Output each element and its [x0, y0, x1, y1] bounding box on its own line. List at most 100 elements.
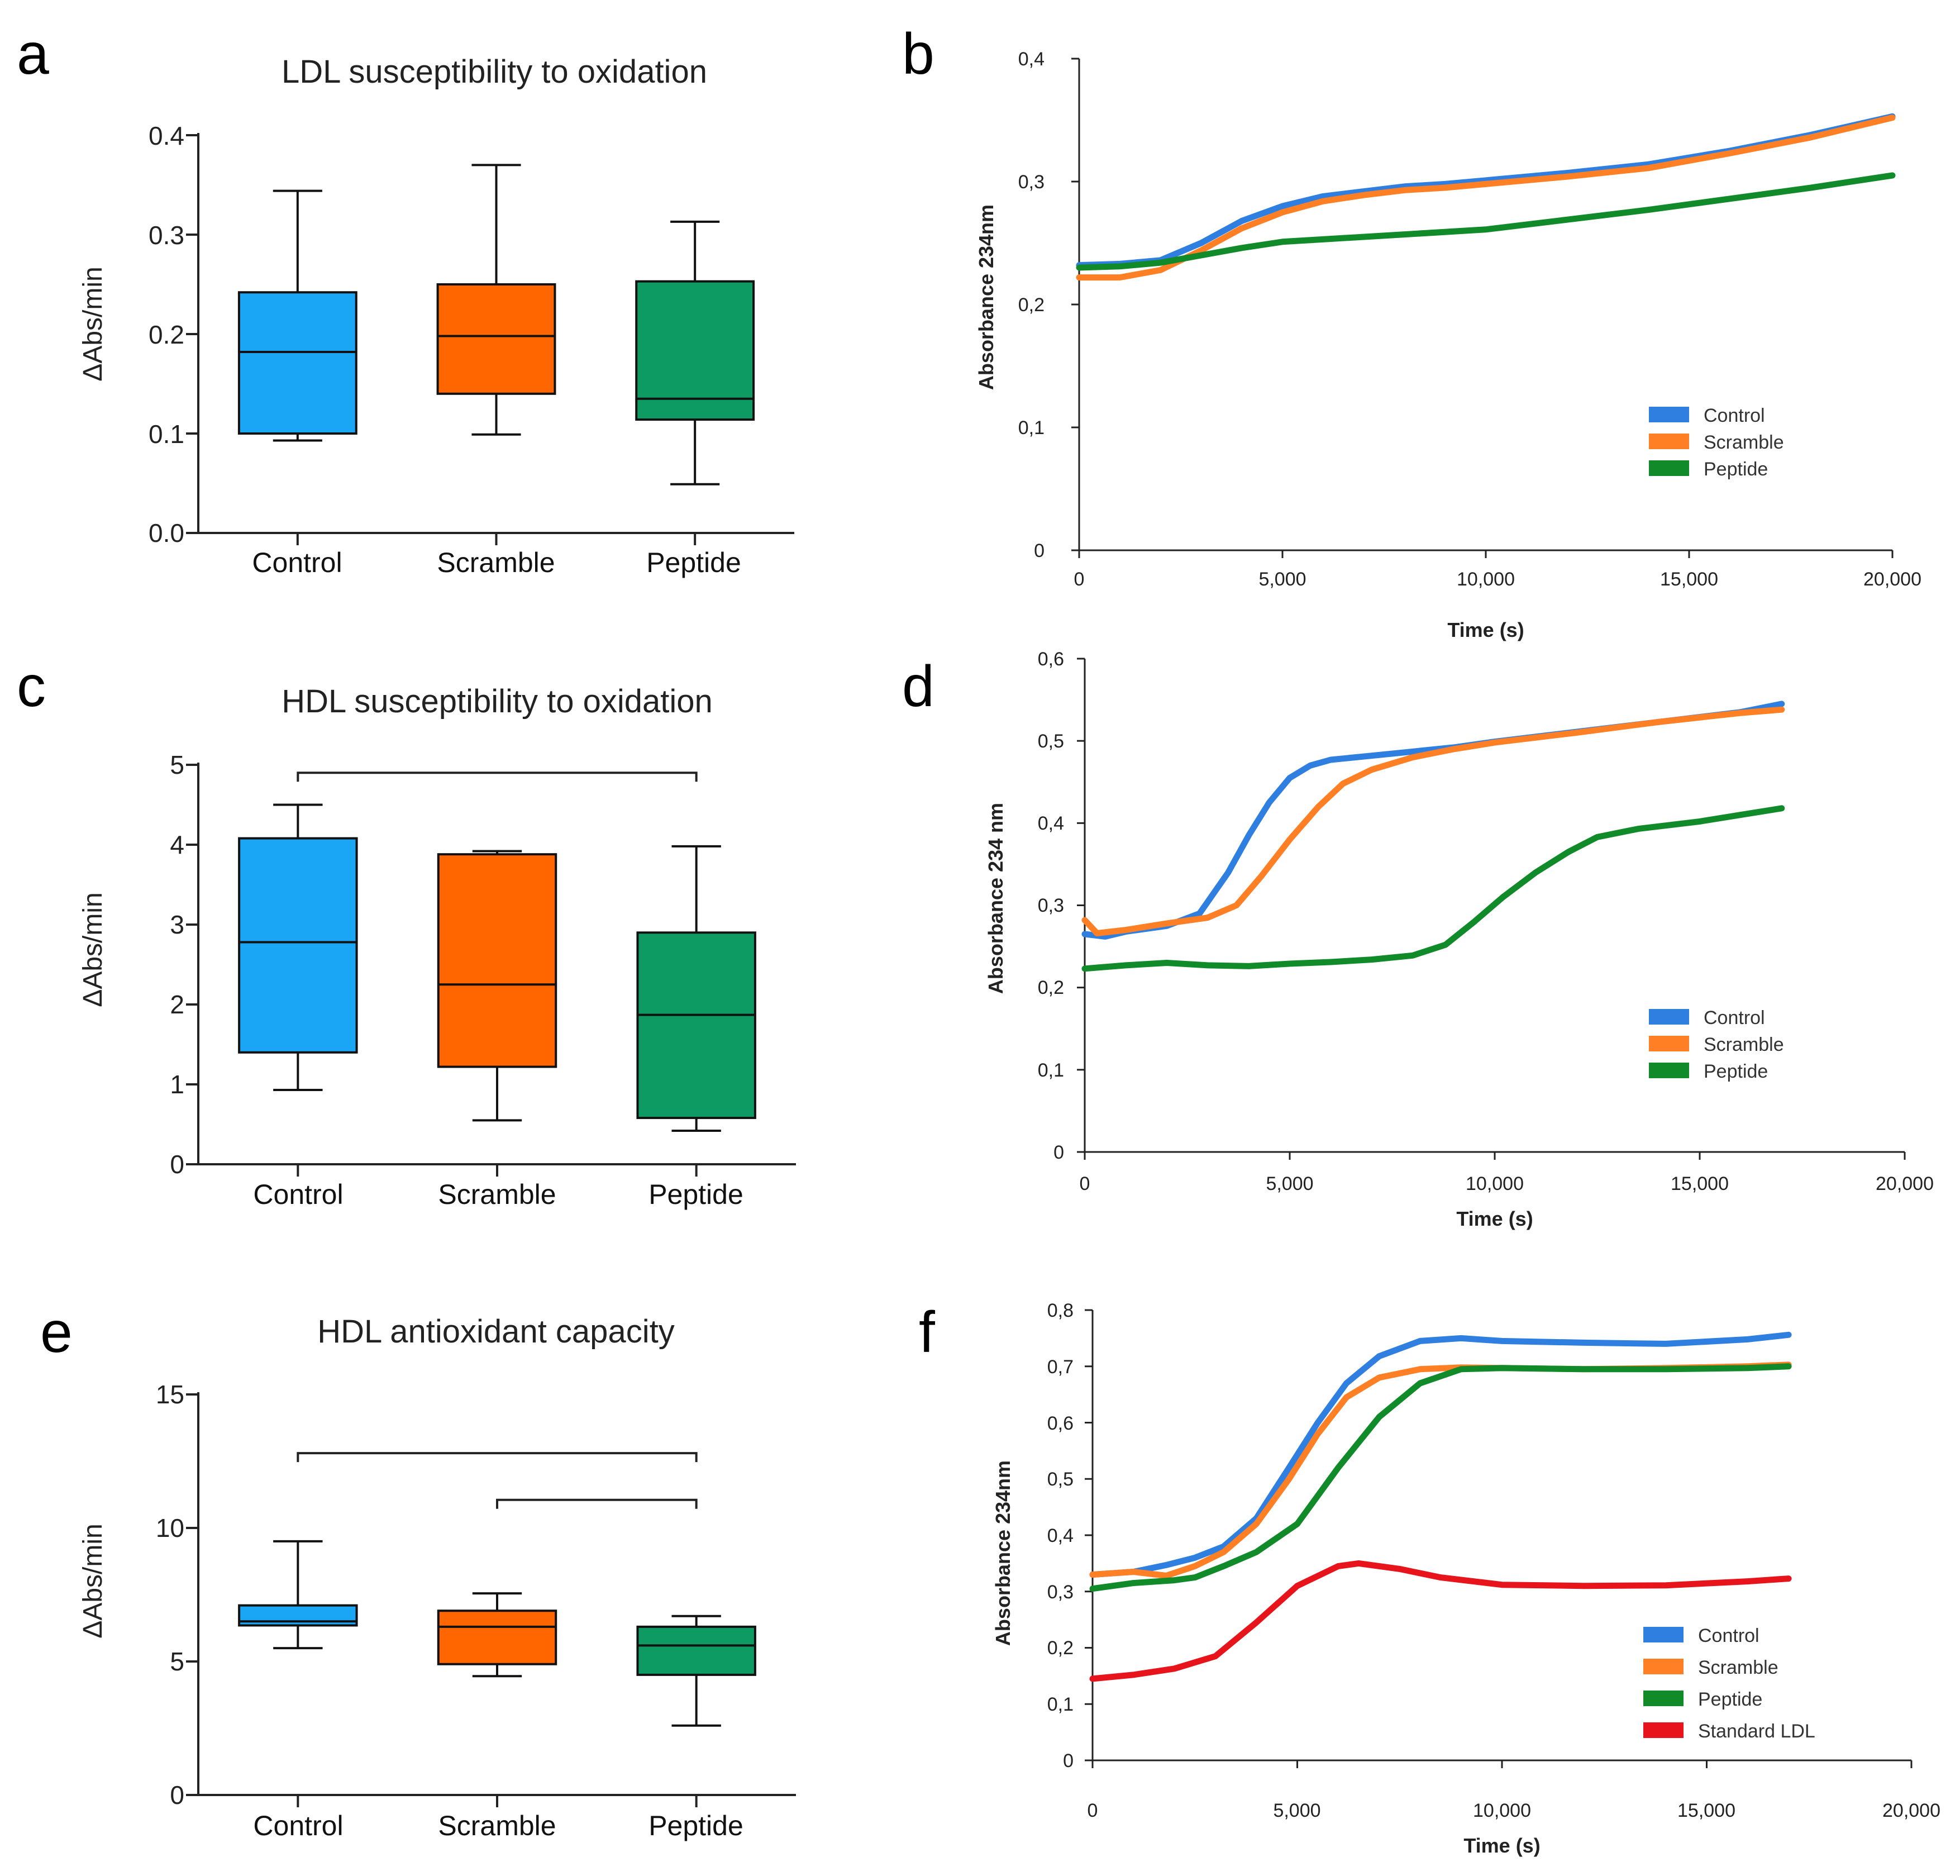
panel-d-series-peptide-line: [1081, 805, 1785, 972]
panel-f-xtick-0: 0: [1088, 1800, 1098, 1821]
panel-f-legend-label-control: Control: [1698, 1625, 1759, 1646]
panel-d-legend-label-peptide: Peptide: [1704, 1061, 1768, 1082]
panel-e-significance-bracket-1: [496, 1498, 698, 1509]
panel-f-legend-swatch-control: [1643, 1627, 1684, 1642]
panel-letter-a: a: [17, 22, 49, 87]
panel-d-legend-label-control: Control: [1704, 1007, 1765, 1029]
panel-f-ytick-6: 0,6: [1047, 1413, 1074, 1434]
panel-a-ytick-4: 0.4: [149, 121, 184, 150]
panel-f-series-peptide-line: [1089, 1363, 1792, 1592]
panel-a-scramble-box: [436, 283, 556, 395]
panel-b-x-label: Time (s): [1447, 618, 1524, 641]
panel-c-title: HDL susceptibility to oxidation: [282, 683, 713, 720]
panel-b-ytick-3: 0,3: [1018, 172, 1045, 193]
panel-c-peptide-box: [636, 931, 756, 1120]
panel-c-ytick-2: 2: [170, 990, 184, 1019]
panel-a: a LDL susceptibility to oxidation ΔAbs/m…: [17, 22, 794, 578]
panel-b-legend: Control Scramble Peptide: [1649, 405, 1784, 480]
panel-f-ytick-3: 0,3: [1047, 1582, 1074, 1603]
panel-d-ytick-0: 0: [1053, 1142, 1064, 1163]
panel-letter-f: f: [919, 1300, 936, 1365]
panel-f-legend-swatch-peptide: [1643, 1691, 1684, 1706]
panel-e-significance-bracket-0: [297, 1452, 698, 1463]
panel-c-plot-area: [186, 763, 796, 1177]
panel-e-category-peptide: Peptide: [648, 1810, 743, 1841]
panel-c-ytick-4: 4: [170, 830, 184, 859]
panel-a-control-box: [237, 291, 357, 435]
panel-f-ytick-8: 0,8: [1047, 1300, 1074, 1321]
panel-d-xtick-0: 0: [1080, 1173, 1090, 1194]
panel-d-ytick-5: 0,5: [1038, 731, 1064, 752]
panel-e-ytick-2: 10: [156, 1513, 184, 1542]
panel-b-ytick-2: 0,2: [1018, 294, 1045, 316]
panel-b-ytick-1: 0,1: [1018, 417, 1045, 439]
panel-b-legend-swatch-scramble: [1649, 434, 1689, 449]
panel-c-scramble-box: [437, 853, 557, 1068]
panel-b-plot-area: [1071, 58, 1896, 558]
panel-b-xtick-3: 15,000: [1660, 569, 1718, 590]
panel-b-ytick-0: 0: [1034, 540, 1045, 561]
panel-f-series-control-line: [1089, 1331, 1792, 1578]
panel-d-legend: Control Scramble Peptide: [1649, 1007, 1784, 1082]
panel-d-legend-swatch-scramble: [1649, 1036, 1689, 1051]
panel-f-x-label: Time (s): [1463, 1834, 1540, 1857]
panel-c-ytick-0: 0: [170, 1150, 184, 1179]
panel-f-xtick-1: 5,000: [1273, 1800, 1320, 1821]
panel-c-ytick-5: 5: [170, 750, 184, 779]
panel-d-ytick-3: 0,3: [1038, 895, 1064, 916]
panel-e-peptide-box: [636, 1625, 756, 1676]
panel-b-legend-label-peptide: Peptide: [1704, 459, 1768, 480]
panel-e-title: HDL antioxidant capacity: [317, 1313, 674, 1350]
panel-d-xtick-2: 10,000: [1466, 1173, 1524, 1194]
panel-d-xtick-4: 20,000: [1876, 1173, 1934, 1194]
panel-b-series-peptide-line: [1076, 172, 1896, 271]
panel-f-plot-area: [1085, 1309, 1913, 1768]
panel-f-ytick-2: 0,2: [1047, 1637, 1074, 1659]
panel-e-scramble-box: [437, 1610, 557, 1665]
panel-b-legend-label-scramble: Scramble: [1704, 432, 1784, 453]
panel-d-legend-swatch-control: [1649, 1009, 1689, 1025]
panel-letter-c: c: [17, 654, 46, 719]
panel-a-plot-area: [186, 133, 794, 545]
panel-d: d Absorbance 234 nm Time (s) 0 0,1 0,2 0…: [902, 649, 1934, 1230]
panel-f: f Absorbance 234nm Time (s) 0 0,1 0,2 0,…: [919, 1300, 1940, 1857]
panel-e-ytick-3: 15: [156, 1380, 184, 1409]
panel-a-ytick-2: 0.2: [149, 320, 184, 349]
panel-d-x-label: Time (s): [1456, 1207, 1533, 1230]
panel-f-legend-label-standard-ldl: Standard LDL: [1698, 1721, 1815, 1742]
panel-a-category-peptide: Peptide: [646, 547, 741, 578]
panel-d-y-label: Absorbance 234 nm: [984, 803, 1007, 994]
panel-c-y-label: ΔAbs/min: [78, 892, 108, 1007]
panel-c-category-peptide: Peptide: [648, 1179, 743, 1210]
panel-e-y-label: ΔAbs/min: [78, 1523, 108, 1638]
panel-a-ytick-0: 0.0: [149, 518, 184, 547]
panel-c-ytick-1: 1: [170, 1070, 184, 1099]
panel-d-xtick-1: 5,000: [1266, 1173, 1313, 1194]
panel-b-xtick-4: 20,000: [1863, 569, 1921, 590]
panel-c-category-control: Control: [253, 1179, 343, 1210]
panel-b-xtick-1: 5,000: [1258, 569, 1306, 590]
panel-f-legend-label-peptide: Peptide: [1698, 1689, 1762, 1710]
panel-f-xtick-4: 20,000: [1882, 1800, 1940, 1821]
panel-d-series-scramble-line: [1081, 706, 1785, 936]
panel-b-legend-swatch-peptide: [1649, 460, 1689, 476]
panel-letter-b: b: [902, 22, 934, 87]
panel-letter-d: d: [902, 654, 934, 719]
panel-d-ytick-4: 0,4: [1038, 813, 1064, 834]
panel-c-ytick-3: 3: [170, 910, 184, 939]
panel-f-xtick-3: 15,000: [1677, 1800, 1735, 1821]
panel-b-xtick-2: 10,000: [1457, 569, 1515, 590]
panel-a-peptide-box: [635, 280, 755, 421]
panel-a-category-control: Control: [252, 547, 342, 578]
panel-b: b Absorbance 234nm Time (s) 0 0,1 0,2 0,…: [902, 22, 1921, 641]
panel-d-ytick-6: 0,6: [1038, 649, 1064, 670]
panel-f-ytick-5: 0,5: [1047, 1469, 1074, 1490]
panel-f-ytick-1: 0,1: [1047, 1694, 1074, 1715]
panel-f-legend-label-scramble: Scramble: [1698, 1657, 1778, 1678]
panel-f-y-label: Absorbance 234nm: [991, 1460, 1014, 1646]
panel-b-legend-label-control: Control: [1704, 405, 1765, 426]
panel-a-ytick-3: 0.3: [149, 221, 184, 250]
panel-f-legend-swatch-scramble: [1643, 1659, 1684, 1674]
panel-d-ytick-1: 0,1: [1038, 1060, 1064, 1081]
panel-b-ytick-4: 0,4: [1018, 49, 1045, 70]
